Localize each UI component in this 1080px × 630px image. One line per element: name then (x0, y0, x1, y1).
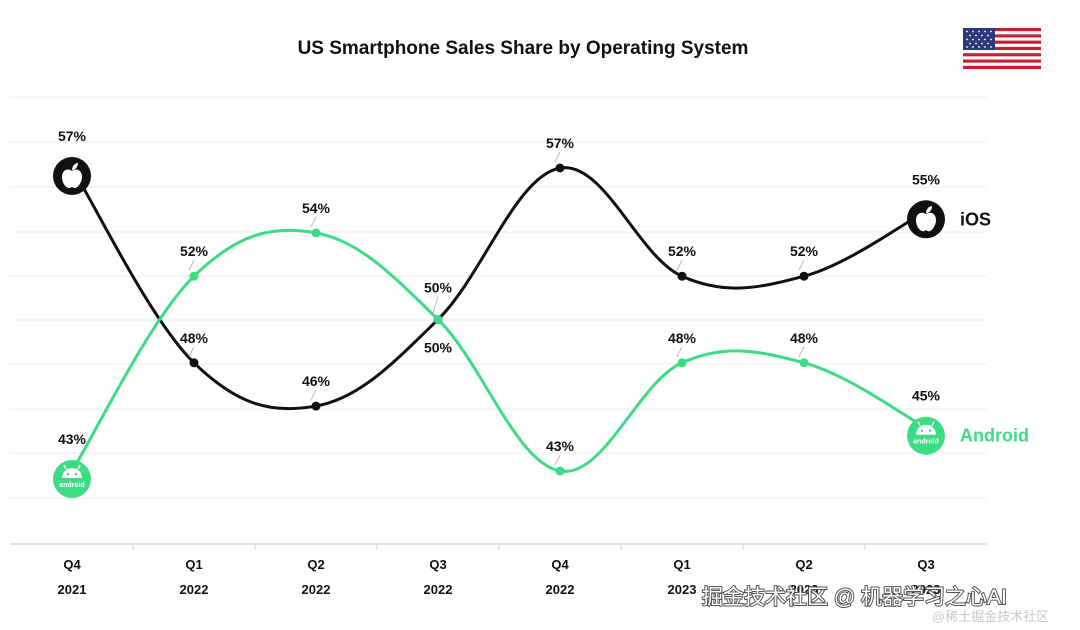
ios-label-leader (676, 259, 683, 271)
ios-data-label: 57% (58, 128, 87, 144)
android-icon-head (916, 424, 936, 435)
android-label-leader (676, 346, 683, 358)
android-icon-eye (928, 429, 932, 432)
apple-icon-leaf (72, 163, 78, 170)
apple-icon (53, 157, 91, 195)
x-tick-label-quarter: Q3 (429, 557, 446, 572)
apple-icon (907, 200, 945, 239)
android-data-point (433, 315, 443, 324)
android-data-point (189, 271, 199, 281)
ios-data-point (555, 163, 565, 173)
android-data-label: 45% (912, 388, 941, 404)
android-data-label: 54% (302, 200, 331, 216)
x-tick-label-year: 2023 (668, 582, 697, 597)
x-tick-label-quarter: Q3 (917, 557, 934, 572)
android-label-leader (432, 296, 439, 314)
android-icon-antenna (63, 464, 67, 470)
ios-data-point (311, 401, 321, 411)
android-label-leader (798, 346, 805, 358)
ios-data-label: 52% (668, 243, 697, 259)
chart-title: US Smartphone Sales Share by Operating S… (298, 38, 749, 59)
android-data-label: 50% (424, 280, 453, 296)
ios-label-leader (188, 346, 195, 358)
apple-icon-body (62, 169, 82, 188)
grid (10, 96, 987, 499)
android-data-point (555, 466, 565, 476)
ios-data-label: 46% (302, 373, 331, 389)
ios-data-point (189, 358, 199, 368)
android-data-label: 48% (790, 330, 819, 346)
android-series-line (70, 228, 928, 473)
ios-data-label: 57% (546, 135, 575, 151)
android-label-leader (554, 454, 561, 466)
ios-data-point (677, 271, 687, 281)
ios-data-point (799, 271, 809, 281)
x-tick-label-year: 2023 (912, 582, 941, 597)
ios-data-label: 55% (912, 171, 941, 187)
ios-series-line (70, 166, 928, 411)
android-icon-eye (920, 429, 924, 432)
ios-series-label: iOS (960, 209, 991, 229)
android-icon-antenna (917, 421, 921, 427)
android-icon-text: android (913, 439, 939, 446)
ios-data-label: 50% (424, 340, 453, 356)
android-icon: android (53, 460, 91, 498)
android-icon-antenna (77, 464, 81, 470)
android-data-point (677, 358, 687, 368)
android-series-label: Android (960, 426, 1029, 446)
apple-icon-leaf (926, 206, 932, 214)
android-icon-badge (53, 460, 91, 498)
x-tick-label-quarter: Q2 (307, 557, 324, 572)
series-layer (70, 163, 928, 476)
x-tick-label-year: 2023 (790, 582, 819, 597)
x-tick-label-quarter: Q1 (673, 557, 690, 572)
android-icon-eye (66, 472, 70, 476)
x-tick-label-year: 2022 (180, 582, 209, 597)
watermark-text: 掘金技术社区 @ 机器学习之心AI (702, 586, 1007, 609)
android-icon-head (62, 468, 82, 478)
android-data-label: 43% (546, 438, 575, 454)
ios-label-leader (798, 259, 805, 271)
android-icon-badge (907, 416, 945, 455)
android-data-point (799, 358, 809, 368)
android-label-leader (188, 259, 195, 271)
x-tick-label-year: 2021 (58, 582, 87, 597)
x-tick-label-year: 2022 (546, 582, 575, 597)
android-data-label: 43% (58, 431, 87, 447)
x-tick-label-quarter: Q4 (63, 557, 81, 572)
ios-label-leader (554, 151, 561, 163)
x-tick-label-quarter: Q2 (795, 557, 812, 572)
ios-data-label: 48% (180, 330, 209, 346)
android-label-leader (310, 216, 317, 228)
android-icon-eye (74, 472, 78, 476)
x-axis: Q4 2021 Q1 2022 Q2 2022 Q3 2022 Q4 2022 Q1 2023 Q2 20… (10, 543, 987, 597)
x-tick-label-year: 2022 (302, 582, 331, 597)
us-flag-icon (963, 28, 1041, 69)
android-icon-antenna (931, 421, 935, 427)
data-labels: 57% 48% 46% 50% 57% 52% 52% 55% iOS 43% 52% 54% 50% 4… (58, 128, 1029, 466)
x-tick-label-quarter: Q4 (551, 557, 569, 572)
android-data-label: 52% (180, 243, 209, 259)
series-icons: android android (53, 157, 945, 498)
android-data-label: 48% (668, 330, 697, 346)
ios-data-label: 52% (790, 243, 819, 259)
watermark-subtext: @稀土掘金技术社区 (932, 609, 1049, 624)
android-data-point (311, 228, 321, 238)
android-icon-text: android (59, 482, 85, 489)
watermark: 掘金技术社区 @ 机器学习之心AI @稀土掘金技术社区 (701, 585, 1049, 624)
apple-icon-body (916, 212, 936, 232)
ios-label-leader (310, 389, 317, 401)
android-icon: android (907, 416, 945, 455)
x-tick-label-quarter: Q1 (185, 557, 202, 572)
x-tick-label-year: 2022 (424, 582, 453, 597)
